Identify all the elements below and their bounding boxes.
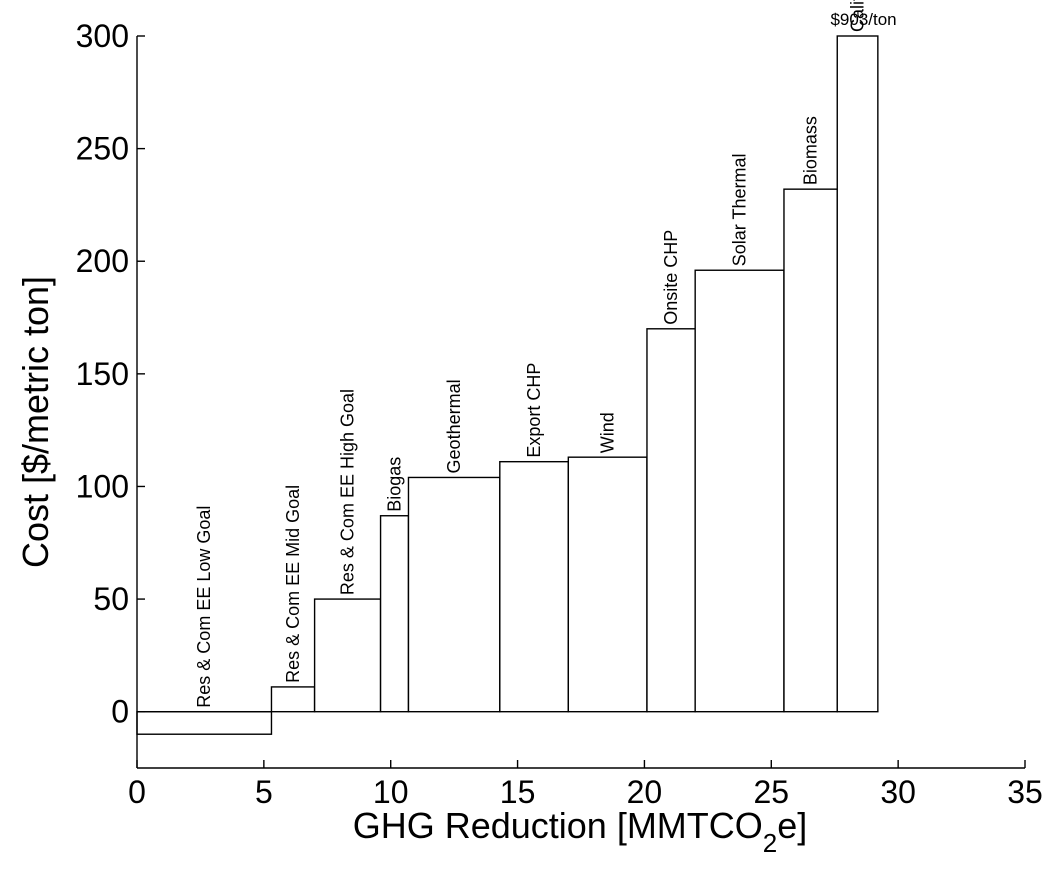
bar-0: [136, 710, 273, 735]
x-tick-label-6: 30: [880, 774, 916, 810]
bar-label-6: Wind: [598, 412, 618, 453]
x-axis-title-subscript: 2: [763, 828, 777, 858]
bar-1: [270, 686, 316, 713]
bar-labels-group: Res & Com EE Low Goal Res & Com EE Mid Go…: [194, 0, 896, 708]
bar-9: [783, 188, 838, 713]
bar-label-9: Biomass: [801, 116, 821, 185]
bar-label-10: California Solar Init.: [848, 0, 868, 32]
bar-label-7: Onsite CHP: [661, 230, 681, 325]
y-tick-label-4: 200: [76, 243, 129, 279]
bars-group: [136, 35, 879, 735]
bar-label-4: Geothermal: [444, 379, 464, 473]
y-tick-label-3: 150: [76, 356, 129, 392]
bar-6: [567, 456, 648, 713]
x-tick-label-7: 35: [1007, 774, 1043, 810]
bar-2: [313, 598, 382, 713]
y-tick-label-0: 0: [111, 694, 129, 730]
x-tick-label-3: 15: [500, 774, 536, 810]
bar-label-3: Biogas: [385, 457, 405, 512]
x-tick-label-2: 10: [373, 774, 409, 810]
axes-group: 0 50 100 150 200 250 300 0 5 10 15 20 25 30 35: [76, 18, 1043, 810]
bar-3: [379, 515, 410, 713]
x-tick-label-0: 0: [128, 774, 146, 810]
bar-label-0: Res & Com EE Low Goal: [194, 506, 214, 708]
y-axis-title: Cost [$/metric ton]: [15, 276, 56, 568]
bar-4: [407, 476, 501, 713]
x-axis-title-tail: e]: [777, 805, 807, 846]
y-tick-label-5: 250: [76, 131, 129, 167]
y-tick-label-2: 100: [76, 468, 129, 504]
bar-8: [694, 269, 785, 713]
x-axis-title-main: GHG Reduction [MMTCO: [353, 805, 763, 846]
y-tick-label-1: 50: [93, 581, 129, 617]
bar-7: [646, 328, 696, 713]
bar-label-2: Res & Com EE High Goal: [338, 389, 358, 595]
x-tick-label-4: 20: [627, 774, 663, 810]
x-axis-title: GHG Reduction [MMTCO2e]: [353, 805, 808, 858]
bar-annotation-10: $903/ton: [830, 10, 896, 29]
bar-label-1: Res & Com EE Mid Goal: [283, 485, 303, 683]
x-tick-label-1: 5: [255, 774, 273, 810]
x-tick-label-5: 25: [753, 774, 789, 810]
bar-label-8: Solar Thermal: [730, 154, 750, 267]
bar-10: [836, 35, 879, 713]
bar-5: [499, 460, 570, 713]
bar-label-5: Export CHP: [524, 363, 544, 458]
y-tick-label-6: 300: [76, 18, 129, 54]
